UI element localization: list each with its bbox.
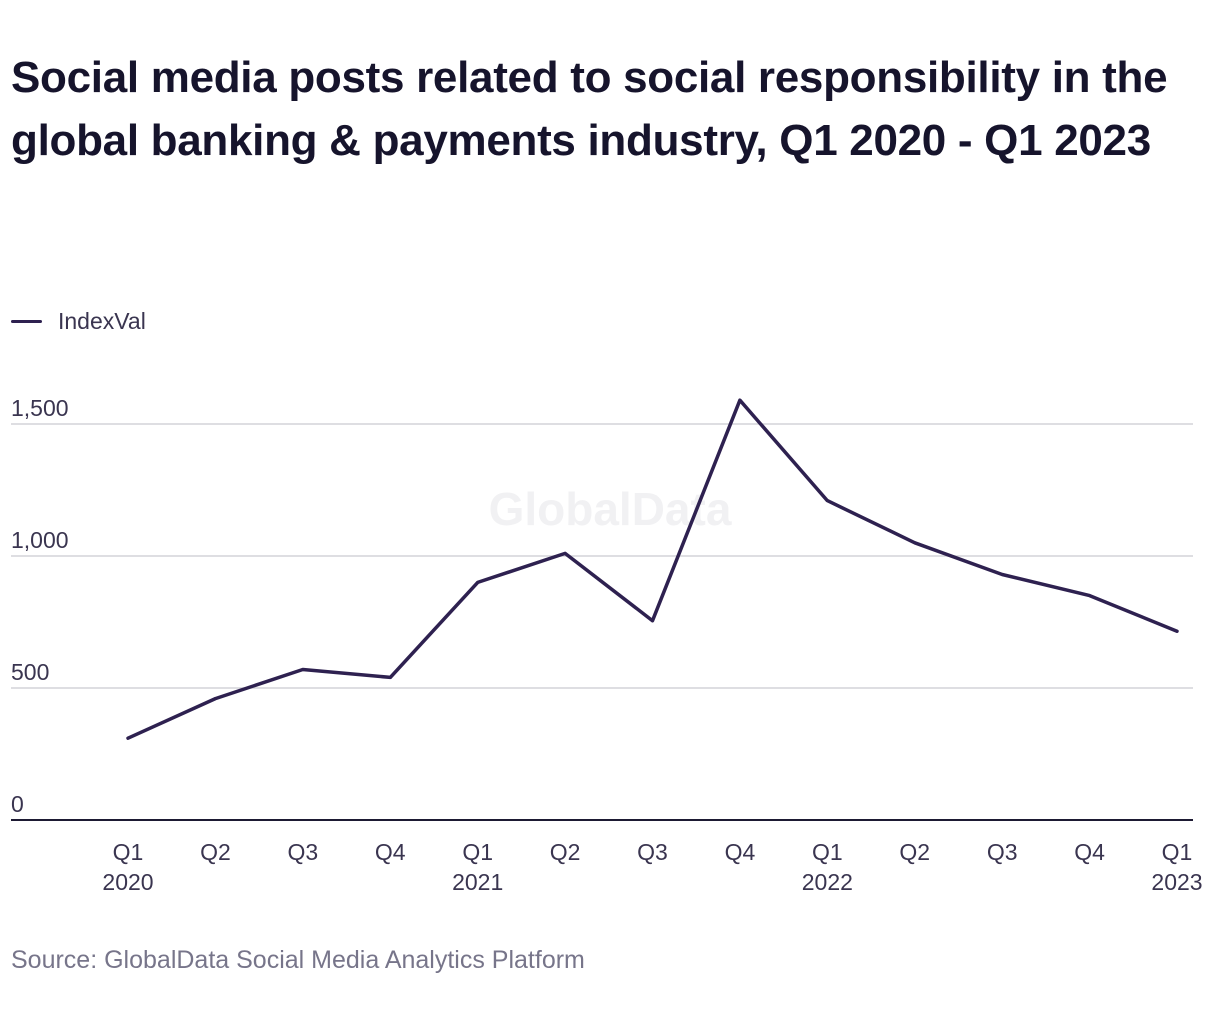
x-tick-label: Q1 2023: [1151, 839, 1202, 895]
data-point: [1000, 572, 1004, 576]
legend: IndexVal: [11, 307, 146, 335]
series-layer: [126, 398, 1179, 740]
data-point: [388, 675, 392, 679]
y-tick-label: 1,000: [11, 527, 69, 553]
x-tick-label: Q3: [287, 839, 318, 865]
x-tick-label: Q4: [1074, 839, 1105, 865]
y-tick-label: 500: [11, 659, 49, 685]
grid-layer: 0 500 1,000 1,500: [11, 395, 1193, 817]
data-point: [476, 580, 480, 584]
x-tick-label: Q3: [987, 839, 1018, 865]
data-point: [913, 541, 917, 545]
x-tick-label: Q2: [200, 839, 231, 865]
x-axis: Q1 2020 Q2 Q3 Q4 Q1 2021 Q2 Q3 Q4 Q1 2022 Q2 Q3 Q4 Q1 20…: [11, 819, 1203, 895]
x-tick-label: Q1 2020: [102, 839, 153, 895]
chart-title: Social media posts related to social res…: [11, 53, 1168, 165]
x-tick-label: Q4: [725, 839, 756, 865]
data-point: [651, 619, 654, 623]
y-tick-label: 1,500: [11, 395, 69, 421]
data-point: [301, 668, 305, 672]
x-tick-label: Q2: [899, 839, 930, 865]
x-tick-label: Q1 2022: [802, 839, 853, 895]
data-point: [738, 398, 742, 402]
data-point: [825, 499, 829, 503]
legend-label: IndexVal: [58, 307, 146, 334]
y-tick-label: 0: [11, 791, 24, 817]
x-tick-label: Q4: [375, 839, 406, 865]
data-point: [213, 697, 217, 701]
x-tick-label: Q1 2021: [452, 839, 503, 895]
data-point: [126, 736, 130, 740]
data-point: [563, 551, 567, 555]
data-point: [1088, 594, 1092, 598]
x-tick-label: Q3: [637, 839, 668, 865]
data-point: [1175, 629, 1179, 633]
x-tick-label: Q2: [550, 839, 581, 865]
legend-swatch: [11, 319, 42, 323]
source-note: Source: GlobalData Social Media Analytic…: [11, 946, 585, 974]
